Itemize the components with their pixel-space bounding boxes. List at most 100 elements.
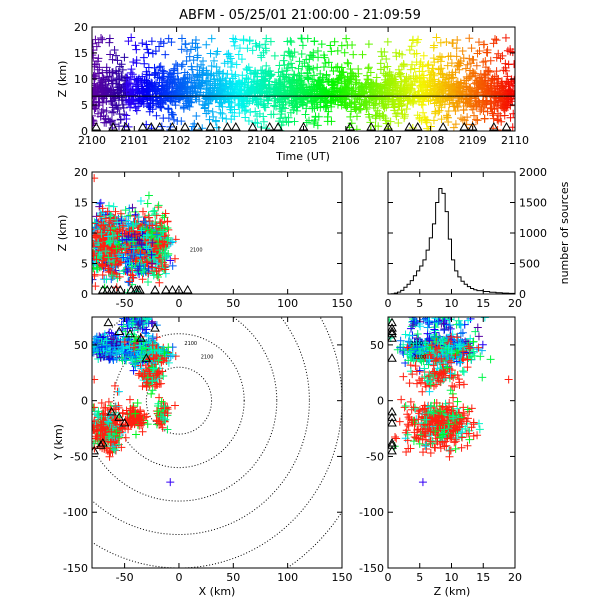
source-point [405,95,414,104]
source-point [371,103,380,112]
sensor-triangle [404,121,415,131]
source-point [182,91,191,100]
source-point [118,236,127,245]
source-point [92,250,99,259]
source-point [377,95,386,104]
source-point [379,112,388,121]
source-point [437,115,446,124]
source-point [192,95,201,104]
source-point [260,103,269,112]
source-point [422,90,431,99]
source-point [236,90,245,99]
source-point [112,79,121,88]
source-point [480,114,489,123]
source-point [214,68,223,77]
source-point [145,82,154,91]
source-point [270,101,279,110]
source-point [192,112,201,121]
source-point [463,113,472,122]
xtick-label: 15 [476,297,490,310]
source-point [129,274,138,283]
time-height-points [92,33,515,131]
source-point [333,46,342,55]
source-point [95,69,104,78]
source-point [149,271,158,280]
source-point [329,80,338,89]
source-point [152,221,161,230]
source-point [212,62,221,71]
source-point [466,59,475,68]
source-point [399,83,408,92]
source-point [147,220,156,229]
source-point [104,397,113,406]
source-point [430,71,439,80]
source-point [113,105,122,114]
source-point [322,71,331,80]
source-point [112,51,121,60]
source-point [110,93,119,102]
source-point [142,40,151,49]
source-point [395,70,404,79]
sensor-triangle [273,121,283,131]
source-point [177,34,186,43]
source-point [164,104,173,113]
source-point [182,57,191,66]
source-point [153,273,162,282]
source-point [147,81,156,90]
source-point [125,91,134,100]
source-point [426,96,435,105]
source-point [501,33,510,42]
source-point [124,212,133,221]
source-point [503,78,512,87]
source-point [477,83,486,92]
source-point [436,98,445,107]
source-point [242,106,251,115]
source-point [408,81,417,90]
source-point [116,209,125,218]
sensor-triangle [459,121,470,131]
range-ring [92,317,310,535]
source-point [237,55,246,64]
source-point [144,191,153,200]
sensor-triangle [150,284,160,294]
source-point [242,74,251,83]
source-point [269,110,278,119]
source-point [431,109,440,118]
source-point [154,99,163,108]
source-point [474,97,483,106]
source-point [132,59,141,68]
source-point [108,108,117,117]
source-point [188,82,197,91]
sensor-triangle [154,121,165,131]
source-point [417,86,426,95]
source-point [155,42,164,51]
source-point [107,221,116,230]
source-point [436,65,445,74]
source-point [253,119,262,128]
source-point [396,69,405,78]
source-point [244,117,253,126]
source-point [239,35,248,44]
source-point [343,58,352,67]
source-point [388,86,397,95]
source-point [165,83,174,92]
histogram-ylabel: number of sources [558,181,571,284]
source-point [150,206,159,215]
source-point [113,227,122,236]
source-point [419,108,428,117]
source-point [122,235,131,244]
source-point [99,214,108,223]
source-point [119,253,128,262]
source-point [281,90,290,99]
source-point [346,112,355,121]
source-point [362,97,371,106]
source-point [412,58,421,67]
source-point [408,36,417,45]
source-point [453,61,462,70]
source-point [458,46,467,55]
source-point [292,103,301,112]
source-point [282,70,291,79]
source-point [92,222,93,224]
source-point [158,86,167,95]
